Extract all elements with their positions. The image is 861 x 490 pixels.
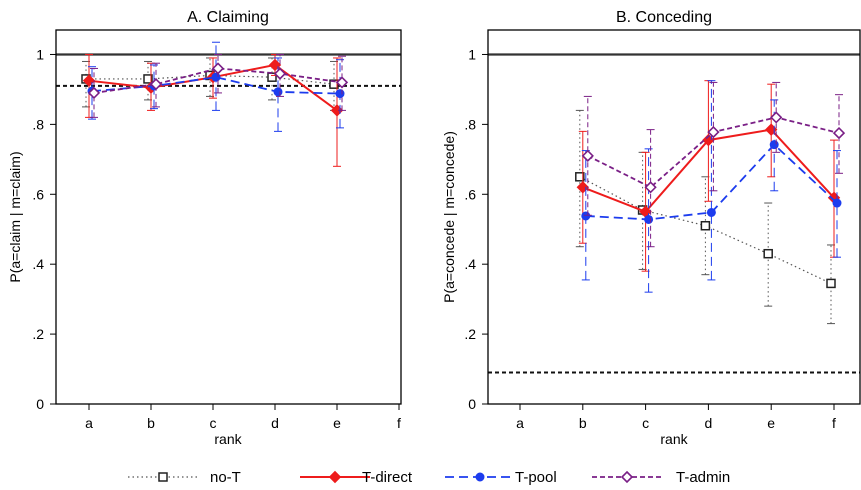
y-tick-label: .2 xyxy=(464,326,476,342)
x-tick-label: e xyxy=(333,415,341,431)
legend-label: T-direct xyxy=(362,469,413,486)
data-point xyxy=(87,86,101,100)
data-point xyxy=(149,78,163,91)
panel-title: A. Claiming xyxy=(187,9,269,26)
y-tick-label: .2 xyxy=(32,326,44,342)
x-tick-label: d xyxy=(271,415,279,431)
legend-label: no-T xyxy=(210,469,241,486)
data-point xyxy=(770,111,783,124)
data-point xyxy=(769,140,779,150)
legend-marker xyxy=(328,470,342,484)
y-tick-label: .6 xyxy=(32,186,44,202)
error-bar xyxy=(88,66,96,120)
data-point xyxy=(335,89,345,99)
y-tick-label: 0 xyxy=(468,396,476,412)
series-T-pool xyxy=(581,80,842,293)
panel-conceding: B. Conceding 0 .2 .4 .6 .8 1 a b c d e f rank P(a=c… xyxy=(441,9,861,447)
y-axis-label: P(a=claim | m=claim) xyxy=(7,151,23,282)
y-tick-label: .8 xyxy=(32,116,44,132)
x-axis-label: rank xyxy=(214,431,242,447)
legend: no-T T-direct T-pool T-admin xyxy=(128,469,730,486)
x-tick-label: b xyxy=(147,415,155,431)
legend-item: T-direct xyxy=(300,469,413,486)
x-tick-label: a xyxy=(516,415,524,431)
data-point xyxy=(644,181,657,194)
y-tick-label: .4 xyxy=(32,256,44,272)
series-T-direct xyxy=(576,80,841,272)
y-tick-label: 1 xyxy=(468,46,476,62)
panel-title: B. Conceding xyxy=(616,9,712,26)
x-tick-label: e xyxy=(767,415,775,431)
plot-layer: 0 .2 .4 .6 .8 1 a b c d e f xyxy=(464,46,860,431)
data-point xyxy=(832,198,842,208)
y-tick-label: 0 xyxy=(36,396,44,412)
y-tick-label: .4 xyxy=(464,256,476,272)
legend-item: T-pool xyxy=(445,469,557,486)
series-line xyxy=(86,74,335,85)
error-bar xyxy=(152,62,160,108)
error-bar xyxy=(835,94,843,174)
series-T-admin xyxy=(581,81,846,248)
data-point xyxy=(700,220,711,231)
error-bar xyxy=(709,81,718,192)
legend-item: no-T xyxy=(128,469,241,486)
data-point xyxy=(143,74,153,84)
x-tick-label: d xyxy=(705,415,713,431)
x-tick-label: f xyxy=(397,415,401,431)
data-point xyxy=(211,62,225,75)
legend-label: T-admin xyxy=(676,469,730,486)
x-tick-label: c xyxy=(642,415,649,431)
data-point xyxy=(706,207,716,217)
data-point xyxy=(763,248,773,259)
series-line xyxy=(93,67,343,94)
legend-marker xyxy=(620,470,634,484)
x-tick-label: b xyxy=(579,415,587,431)
data-point xyxy=(581,211,591,221)
x-tick-label: f xyxy=(832,415,836,431)
data-point xyxy=(581,149,594,162)
error-bar xyxy=(707,80,716,281)
x-axis-label: rank xyxy=(660,431,688,447)
data-point xyxy=(268,58,282,72)
plot-frame xyxy=(487,29,861,405)
data-point xyxy=(273,67,287,80)
x-tick-label: c xyxy=(210,415,217,431)
series-T-admin xyxy=(87,53,349,118)
data-point xyxy=(707,125,720,139)
data-point xyxy=(575,172,585,182)
x-tick-label: a xyxy=(85,415,93,431)
legend-marker xyxy=(158,472,168,482)
y-axis-label: P(a=concede | m=concede) xyxy=(441,131,457,303)
data-point xyxy=(832,126,846,140)
data-point xyxy=(644,214,654,224)
data-point xyxy=(576,181,590,194)
data-point xyxy=(273,87,283,97)
y-tick-label: 1 xyxy=(36,46,44,62)
legend-marker xyxy=(475,472,485,482)
data-point xyxy=(211,72,221,82)
legend-label: T-pool xyxy=(515,469,557,486)
legend-item: T-admin xyxy=(592,469,730,486)
y-tick-label: .6 xyxy=(464,186,476,202)
error-bar xyxy=(833,150,841,258)
error-bar xyxy=(764,202,773,307)
plot-layer: 0 .2 .4 .6 .8 1 a b c d e f xyxy=(32,41,401,431)
y-tick-label: .8 xyxy=(464,116,476,132)
data-point xyxy=(335,76,349,89)
data-point xyxy=(826,278,836,289)
panel-claiming: A. Claiming 0 .2 .4 .6 .8 1 a b c d e f rank P(a=cl… xyxy=(7,9,402,447)
plot-frame xyxy=(55,29,402,405)
